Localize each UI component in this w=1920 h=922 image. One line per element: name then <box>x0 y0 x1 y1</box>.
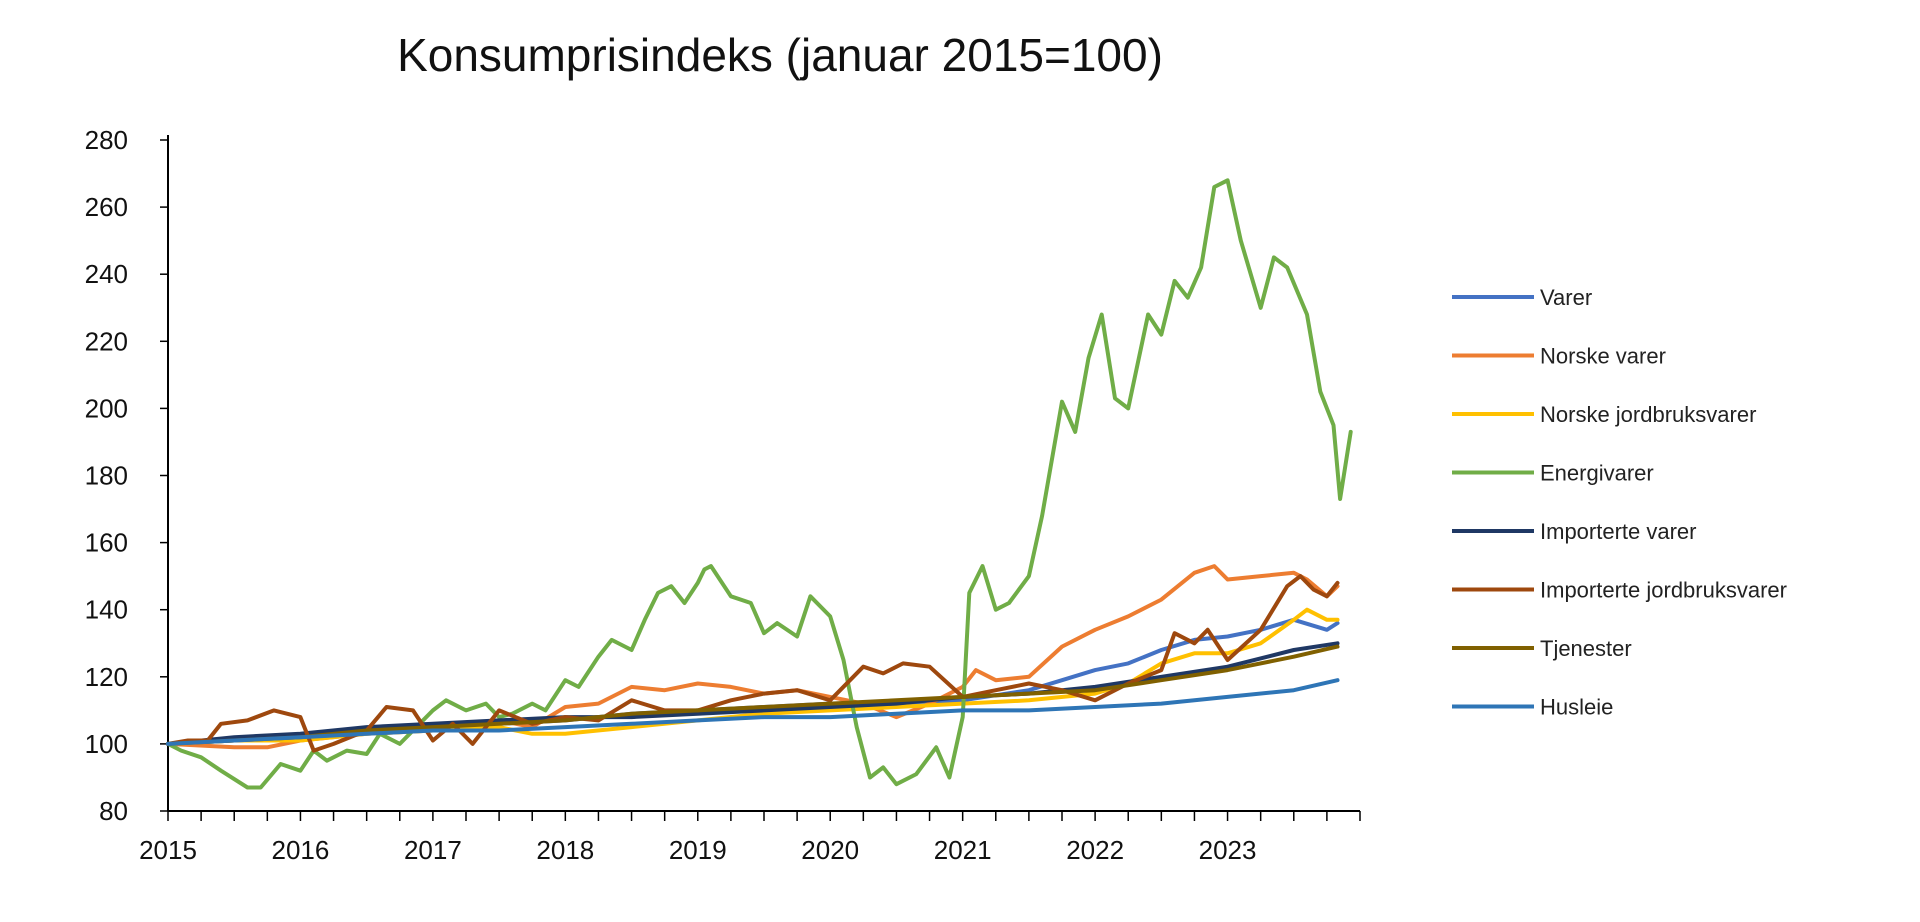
y-tick-label: 220 <box>85 326 128 356</box>
x-tick-label: 2017 <box>404 835 462 865</box>
series-line-tjenester <box>166 644 1340 746</box>
y-tick-label: 160 <box>85 528 128 558</box>
x-tick-label: 2022 <box>1066 835 1124 865</box>
y-tick-label: 80 <box>99 796 128 826</box>
series-line-importerte-jordbruksvarer <box>166 574 1340 753</box>
legend-label: Husleie <box>1540 695 1613 720</box>
x-tick-label: 2023 <box>1199 835 1257 865</box>
legend-label: Norske varer <box>1540 344 1666 369</box>
legend-label: Varer <box>1540 285 1592 310</box>
legend-label: Tjenester <box>1540 636 1632 661</box>
y-tick-label: 240 <box>85 259 128 289</box>
y-tick-label: 140 <box>85 595 128 625</box>
legend-label: Importerte varer <box>1540 519 1697 544</box>
legend-label: Importerte jordbruksvarer <box>1540 578 1787 603</box>
legend-label: Norske jordbruksvarer <box>1540 402 1756 427</box>
y-tick-label: 260 <box>85 192 128 222</box>
y-tick-label: 200 <box>85 393 128 423</box>
x-tick-label: 2018 <box>536 835 594 865</box>
chart-title: Konsumprisindeks (januar 2015=100) <box>397 29 1163 81</box>
series-line-husleie <box>166 678 1340 746</box>
x-tick-label: 2020 <box>801 835 859 865</box>
series-line-energivarer <box>166 178 1353 790</box>
x-tick-label: 2015 <box>139 835 197 865</box>
series-line-norske-varer <box>166 564 1340 750</box>
x-tick-label: 2016 <box>272 835 330 865</box>
y-tick-label: 280 <box>85 125 128 155</box>
legend-label: Energivarer <box>1540 461 1654 486</box>
y-tick-label: 180 <box>85 461 128 491</box>
x-tick-label: 2021 <box>934 835 992 865</box>
y-tick-label: 100 <box>85 729 128 759</box>
series-line-importerte-varer <box>166 641 1340 746</box>
y-tick-label: 120 <box>85 662 128 692</box>
x-tick-label: 2019 <box>669 835 727 865</box>
